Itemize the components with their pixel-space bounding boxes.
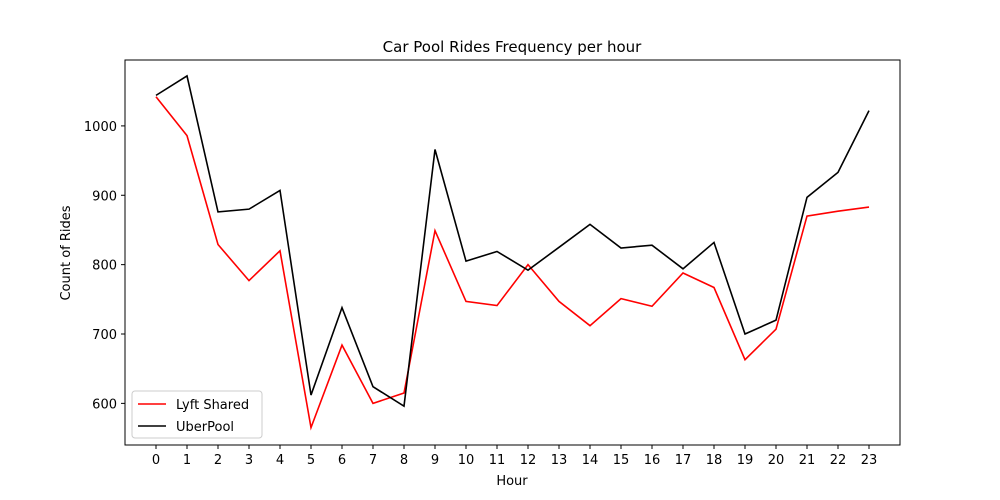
series-line-lyft-shared: [155, 96, 870, 431]
x-tick-label: 2: [214, 453, 222, 468]
y-axis-label: Count of Rides: [59, 205, 74, 300]
plot-frame: [124, 59, 901, 446]
x-tick-label: 6: [338, 453, 346, 468]
y-tick-label: 1000: [84, 120, 117, 135]
x-tick-label: 17: [675, 453, 692, 468]
x-tick-label: 1: [183, 453, 191, 468]
x-tick-label: 14: [582, 453, 599, 468]
x-tick-label: 0: [152, 453, 160, 468]
x-tick-label: 8: [400, 453, 408, 468]
x-tick-label: 4: [276, 453, 284, 468]
x-tick-label: 13: [551, 453, 568, 468]
x-tick-label: 12: [520, 453, 537, 468]
y-tick-label: 700: [92, 328, 117, 343]
x-tick-label: 7: [369, 453, 377, 468]
legend-label-uberpool: UberPool: [176, 420, 234, 435]
x-tick-label: 10: [458, 453, 475, 468]
chart-title: Car Pool Rides Frequency per hour: [383, 38, 642, 56]
x-tick-label: 11: [489, 453, 506, 468]
x-tick-label: 18: [706, 453, 723, 468]
x-tick-label: 15: [613, 453, 630, 468]
legend: Lyft Shared UberPool: [131, 390, 263, 439]
x-tick-label: 3: [245, 453, 253, 468]
x-tick-label: 19: [737, 453, 754, 468]
y-tick-label: 900: [92, 189, 117, 204]
series-line-uberpool: [155, 74, 870, 408]
legend-label-lyft-shared: Lyft Shared: [176, 398, 249, 413]
x-tick-label: 23: [861, 453, 878, 468]
plot-area: 0 1 2 3 4 5 6 7 8 9 10 11 12 13 14 15 16 17 18 19 20 21 22 2360…: [84, 74, 878, 468]
y-tick-label: 800: [92, 259, 117, 274]
x-tick-label: 9: [431, 453, 439, 468]
x-tick-label: 21: [799, 453, 816, 468]
x-tick-label: 5: [307, 453, 315, 468]
y-tick-label: 600: [92, 397, 117, 412]
x-axis-label: Hour: [496, 474, 528, 489]
x-tick-label: 22: [830, 453, 847, 468]
x-tick-label: 20: [768, 453, 785, 468]
x-tick-label: 16: [644, 453, 661, 468]
